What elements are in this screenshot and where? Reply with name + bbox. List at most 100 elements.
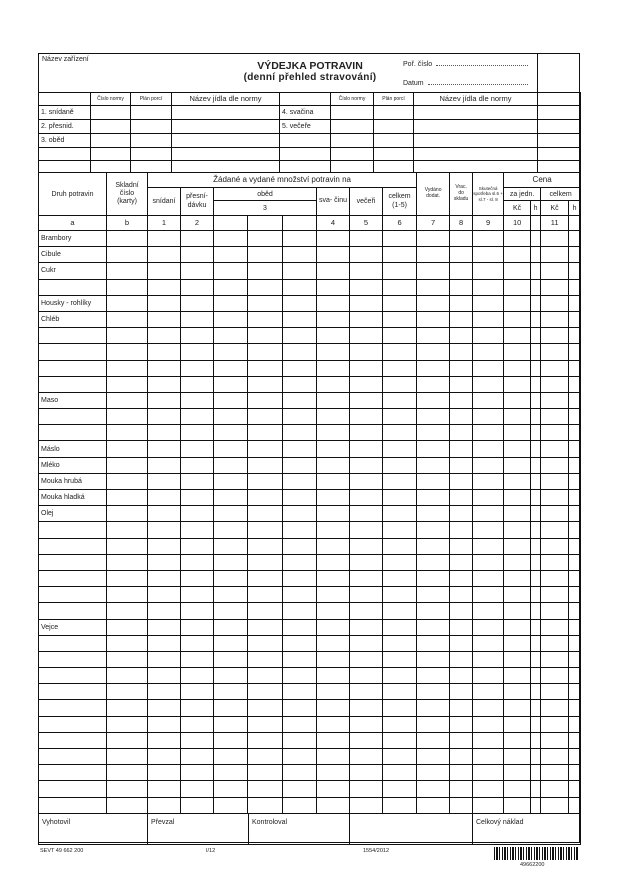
input-cell[interactable] — [213, 764, 248, 782]
input-cell[interactable] — [449, 472, 474, 491]
input-cell[interactable] — [537, 133, 581, 148]
input-cell[interactable] — [106, 246, 148, 264]
input-cell[interactable] — [373, 119, 414, 134]
input-cell[interactable] — [349, 586, 383, 604]
input-cell[interactable] — [449, 294, 474, 312]
input-cell[interactable] — [540, 440, 570, 458]
input-cell[interactable] — [416, 715, 451, 733]
input-cell[interactable] — [503, 537, 532, 555]
input-cell[interactable] — [472, 553, 505, 571]
input-cell[interactable] — [472, 780, 505, 798]
input-cell[interactable] — [540, 683, 570, 701]
input-cell[interactable] — [106, 602, 148, 620]
input-cell[interactable] — [147, 796, 181, 814]
input-cell[interactable] — [540, 537, 570, 555]
input-cell[interactable] — [349, 440, 383, 458]
input-cell[interactable] — [90, 147, 131, 161]
input-cell[interactable] — [381, 440, 418, 458]
input-cell[interactable] — [247, 262, 283, 280]
input-cell[interactable] — [180, 764, 214, 782]
input-cell[interactable] — [147, 731, 181, 750]
input-cell[interactable] — [416, 553, 451, 571]
input-cell[interactable] — [540, 505, 570, 523]
input-cell[interactable] — [503, 262, 532, 280]
input-cell[interactable] — [416, 602, 451, 620]
input-cell[interactable] — [568, 553, 582, 571]
input-cell[interactable] — [282, 634, 317, 652]
input-cell[interactable] — [540, 229, 570, 248]
input-cell[interactable] — [503, 699, 532, 717]
input-cell[interactable] — [282, 586, 317, 604]
input-cell[interactable] — [316, 408, 350, 426]
input-cell[interactable] — [449, 569, 474, 588]
input-cell[interactable] — [530, 569, 542, 588]
input-cell[interactable] — [568, 229, 582, 248]
input-cell[interactable] — [381, 472, 418, 491]
input-cell[interactable] — [530, 440, 542, 458]
input-cell[interactable] — [381, 537, 418, 555]
input-cell[interactable] — [247, 553, 283, 571]
input-cell[interactable] — [180, 569, 214, 588]
checked-by-field[interactable]: Kontroloval — [248, 813, 350, 845]
input-cell[interactable] — [530, 294, 542, 312]
input-cell[interactable] — [416, 391, 451, 410]
input-cell[interactable] — [316, 796, 350, 814]
input-cell[interactable] — [247, 602, 283, 620]
input-cell[interactable] — [282, 747, 317, 766]
input-cell[interactable] — [180, 537, 214, 555]
input-cell[interactable] — [106, 764, 148, 782]
input-cell[interactable] — [503, 683, 532, 701]
input-cell[interactable] — [106, 667, 148, 685]
input-cell[interactable] — [503, 586, 532, 604]
input-cell[interactable] — [180, 424, 214, 442]
input-cell[interactable] — [349, 634, 383, 652]
input-cell[interactable] — [503, 488, 532, 507]
input-cell[interactable] — [449, 715, 474, 733]
input-cell[interactable] — [213, 553, 248, 571]
input-cell[interactable] — [503, 553, 532, 571]
input-cell[interactable] — [330, 133, 374, 148]
input-cell[interactable] — [316, 699, 350, 717]
input-cell[interactable] — [449, 440, 474, 458]
input-cell[interactable] — [282, 359, 317, 377]
input-cell[interactable] — [147, 618, 181, 636]
input-cell[interactable] — [316, 327, 350, 345]
blank-field[interactable] — [349, 813, 473, 845]
input-cell[interactable] — [449, 667, 474, 685]
input-cell[interactable] — [568, 667, 582, 685]
input-cell[interactable] — [213, 650, 248, 669]
input-cell[interactable] — [147, 586, 181, 604]
input-cell[interactable] — [449, 488, 474, 507]
input-cell[interactable] — [147, 780, 181, 798]
input-cell[interactable] — [147, 294, 181, 312]
input-cell[interactable] — [381, 505, 418, 523]
input-cell[interactable] — [282, 327, 317, 345]
input-cell[interactable] — [180, 327, 214, 345]
input-cell[interactable] — [213, 586, 248, 604]
input-cell[interactable] — [247, 699, 283, 717]
input-cell[interactable] — [213, 408, 248, 426]
input-cell[interactable] — [416, 796, 451, 814]
input-cell[interactable] — [213, 246, 248, 264]
input-cell[interactable] — [247, 667, 283, 685]
input-cell[interactable] — [540, 521, 570, 539]
input-cell[interactable] — [213, 796, 248, 814]
input-cell[interactable] — [416, 359, 451, 377]
input-cell[interactable] — [449, 764, 474, 782]
input-cell[interactable] — [530, 246, 542, 264]
input-cell[interactable] — [180, 246, 214, 264]
input-cell[interactable] — [449, 408, 474, 426]
input-cell[interactable] — [530, 278, 542, 296]
input-cell[interactable] — [147, 375, 181, 393]
input-cell[interactable] — [316, 456, 350, 474]
input-cell[interactable] — [537, 160, 581, 173]
input-cell[interactable] — [316, 537, 350, 555]
input-cell[interactable] — [503, 229, 532, 248]
input-cell[interactable] — [349, 747, 383, 766]
input-cell[interactable] — [349, 780, 383, 798]
input-cell[interactable] — [503, 440, 532, 458]
input-cell[interactable] — [540, 424, 570, 442]
input-cell[interactable] — [130, 119, 172, 134]
input-cell[interactable] — [449, 375, 474, 393]
input-cell[interactable] — [503, 521, 532, 539]
